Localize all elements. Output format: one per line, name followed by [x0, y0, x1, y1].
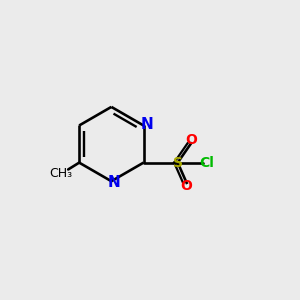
- Text: O: O: [181, 179, 193, 194]
- Text: N: N: [108, 175, 121, 190]
- Text: Cl: Cl: [199, 156, 214, 170]
- Text: S: S: [173, 156, 183, 170]
- Text: O: O: [185, 133, 197, 147]
- Text: CH₃: CH₃: [49, 167, 72, 180]
- Text: N: N: [140, 117, 153, 132]
